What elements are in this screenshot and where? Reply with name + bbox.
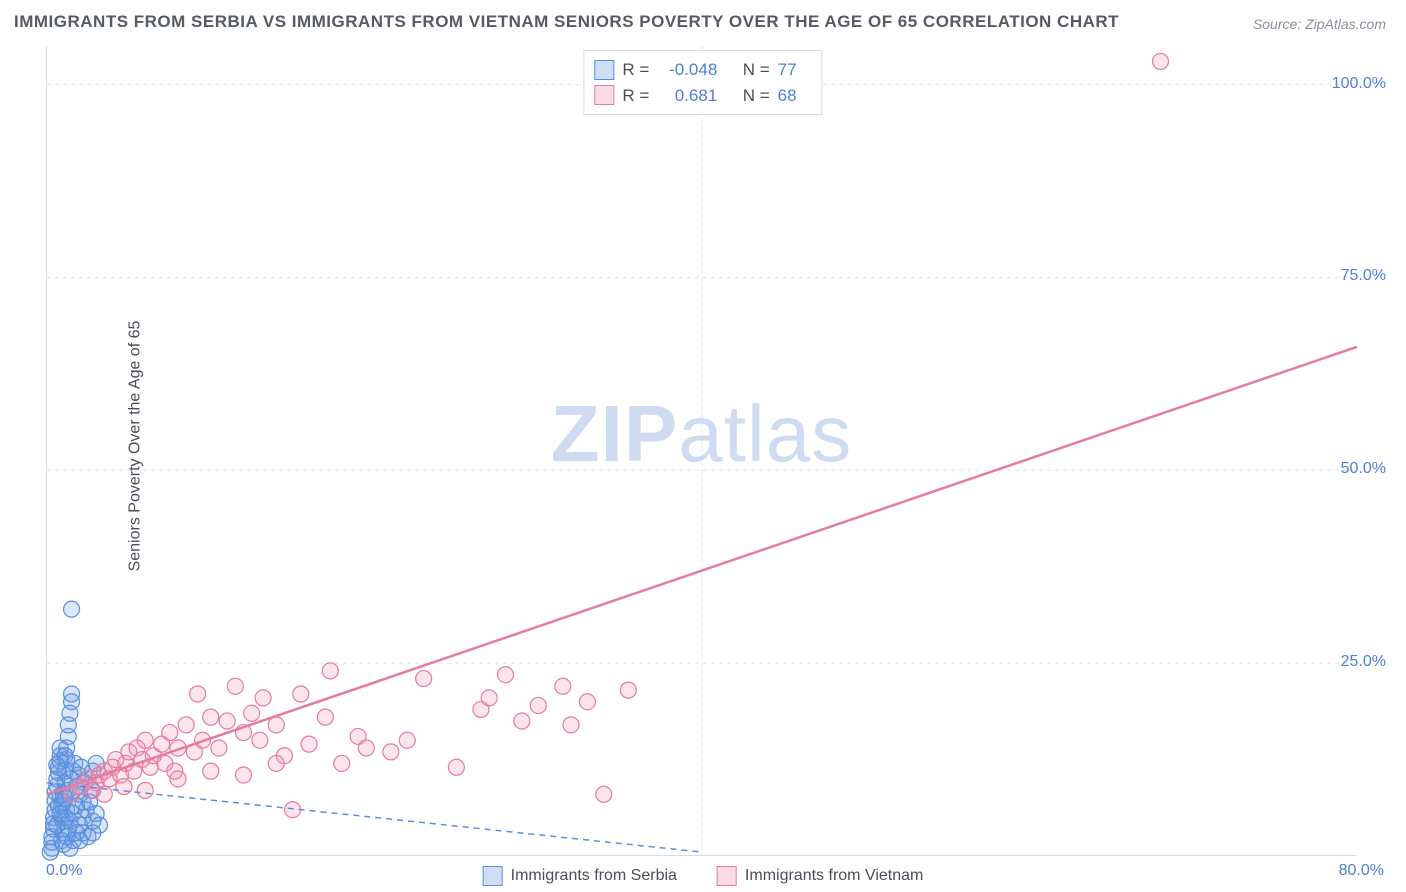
y-tick-label: 75.0% [1341,267,1386,285]
n-label: N = [743,83,770,109]
legend-label-serbia: Immigrants from Serbia [511,867,677,885]
n-value-serbia: 77 [778,57,808,83]
x-tick-label: 80.0% [1339,862,1384,880]
chart-svg [47,46,1356,855]
source-prefix: Source: [1253,16,1305,32]
stats-row-vietnam: R = 0.681 N = 68 [594,83,807,109]
x-tick-label: 0.0% [46,862,82,880]
stats-box: R = -0.048 N = 77 R = 0.681 N = 68 [583,50,822,115]
swatch-vietnam [594,85,614,105]
legend-label-vietnam: Immigrants from Vietnam [745,867,923,885]
chart-title: IMMIGRANTS FROM SERBIA VS IMMIGRANTS FRO… [14,12,1119,32]
r-label: R = [622,57,649,83]
legend-item-vietnam: Immigrants from Vietnam [717,866,923,886]
r-label: R = [622,83,649,109]
r-value-vietnam: 0.681 [657,83,717,109]
n-label: N = [743,57,770,83]
stats-row-serbia: R = -0.048 N = 77 [594,57,807,83]
legend-swatch-vietnam [717,866,737,886]
r-value-serbia: -0.048 [657,57,717,83]
source-label: Source: ZipAtlas.com [1253,16,1386,32]
plot-area: ZIPatlas [46,46,1356,856]
y-tick-label: 25.0% [1341,653,1386,671]
y-tick-label: 100.0% [1332,75,1386,93]
n-value-vietnam: 68 [778,83,808,109]
y-tick-label: 50.0% [1341,460,1386,478]
swatch-serbia [594,60,614,80]
legend-item-serbia: Immigrants from Serbia [483,866,677,886]
legend-swatch-serbia [483,866,503,886]
bottom-legend: Immigrants from Serbia Immigrants from V… [483,866,924,886]
source-name: ZipAtlas.com [1305,16,1386,32]
